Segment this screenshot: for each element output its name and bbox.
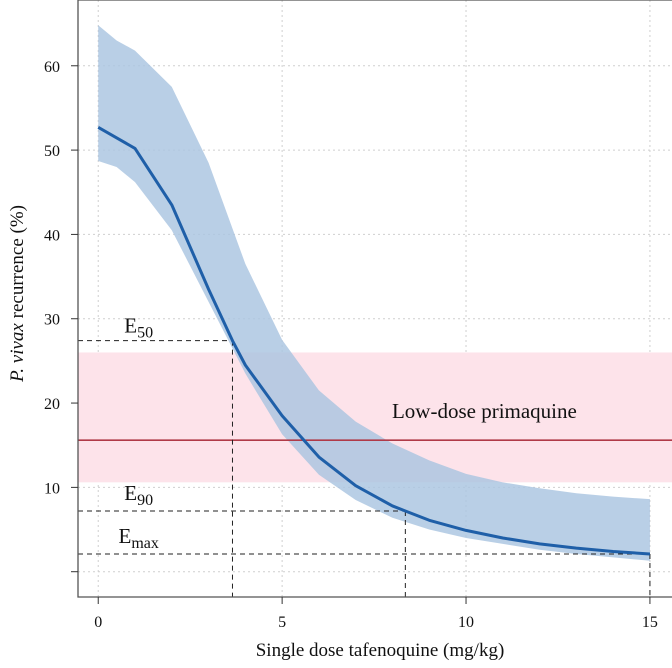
reference-label: Low-dose primaquine [392,399,577,423]
y-tick-label: 30 [44,312,60,329]
series-line [97,126,651,556]
x-tick-label: 10 [458,614,474,631]
credible-band [98,25,650,561]
annotation-label: Emax [118,524,158,552]
x-tick-label: 5 [278,614,286,631]
x-tick-label: 15 [642,614,658,631]
y-axis-label: P. vivax recurrence (%) [7,205,28,383]
y-tick-label: 40 [44,227,60,244]
x-axis-label: Single dose tafenoquine (mg/kg) [256,640,505,661]
x-tick-label: 0 [94,614,102,631]
plot-frame [77,0,672,598]
y-tick-label: 10 [44,480,60,497]
y-tick-label: 60 [44,59,60,76]
annotation-label: E90 [124,481,153,509]
annotation-label: E50 [124,314,153,342]
y-tick-label: 20 [44,396,60,413]
y-tick-label: 50 [44,143,60,160]
